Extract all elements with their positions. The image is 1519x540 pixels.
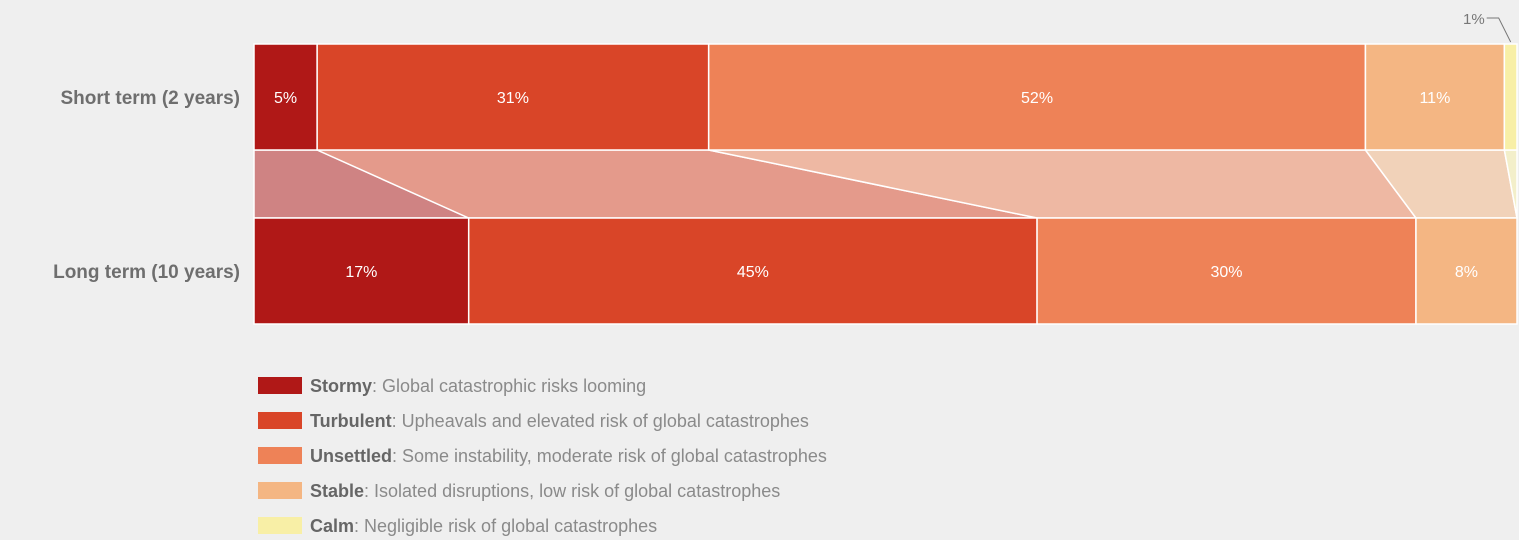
- legend-text-stormy: Stormy: Global catastrophic risks loomin…: [310, 376, 646, 396]
- value-label-unsettled-long-term: 30%: [1210, 264, 1242, 281]
- segment-labels: 5% 31% 52% 11% 17% 45% 30% 8%: [274, 90, 1478, 281]
- bar-connectors: [253, 149, 1518, 219]
- legend-description-calm: : Negligible risk of global catastrophes: [354, 516, 657, 536]
- bar-calm-short-term: [1503, 43, 1518, 151]
- legend-swatch-calm: [258, 517, 302, 534]
- legend-description-stable: : Isolated disruptions, low risk of glob…: [364, 481, 780, 501]
- category-label-long-term: Long term (10 years): [53, 262, 240, 283]
- legend-swatch-stormy: [258, 377, 302, 394]
- value-label-stable-long-term: 8%: [1455, 264, 1478, 281]
- small-value-callout: 1%: [1463, 11, 1512, 43]
- legend-text-calm: Calm: Negligible risk of global catastro…: [310, 516, 657, 536]
- bar-turbulent-short-term: [316, 43, 710, 151]
- bar-stormy-long-term: [253, 217, 470, 325]
- legend-item-turbulent: Turbulent: Upheavals and elevated risk o…: [258, 411, 809, 431]
- value-label-unsettled-short-term: 52%: [1021, 90, 1053, 107]
- legend-description-stormy: : Global catastrophic risks looming: [372, 376, 646, 396]
- callout-leader-line: [1486, 17, 1512, 43]
- legend-name-unsettled: Unsettled: [310, 446, 392, 466]
- bar-stable-short-term: [1364, 43, 1506, 151]
- legend-swatch-unsettled: [258, 447, 302, 464]
- legend-swatch-stable: [258, 482, 302, 499]
- legend-name-stable: Stable: [310, 481, 364, 501]
- bar-segments: [253, 43, 1518, 325]
- category-label-short-term: Short term (2 years): [60, 88, 240, 109]
- legend-name-calm: Calm: [310, 516, 354, 536]
- bar-unsettled-short-term: [707, 43, 1367, 151]
- category-labels: Short term (2 years) Long term (10 years): [53, 88, 240, 283]
- legend-name-stormy: Stormy: [310, 376, 372, 396]
- callout-value-label: 1%: [1463, 11, 1485, 28]
- legend-text-stable: Stable: Isolated disruptions, low risk o…: [310, 481, 780, 501]
- value-label-stable-short-term: 11%: [1419, 90, 1450, 107]
- value-label-turbulent-long-term: 45%: [737, 264, 769, 281]
- legend-name-turbulent: Turbulent: [310, 411, 392, 431]
- value-label-stormy-short-term: 5%: [274, 90, 297, 107]
- legend-text-turbulent: Turbulent: Upheavals and elevated risk o…: [310, 411, 809, 431]
- bar-turbulent-long-term: [467, 217, 1038, 325]
- legend-description-unsettled: : Some instability, moderate risk of glo…: [392, 446, 827, 466]
- bar-stormy-short-term: [253, 43, 318, 151]
- value-label-turbulent-short-term: 31%: [497, 90, 529, 107]
- legend-item-unsettled: Unsettled: Some instability, moderate ri…: [258, 446, 827, 466]
- legend-item-calm: Calm: Negligible risk of global catastro…: [258, 516, 657, 536]
- value-label-stormy-long-term: 17%: [345, 264, 377, 281]
- legend-swatch-turbulent: [258, 412, 302, 429]
- legend-text-unsettled: Unsettled: Some instability, moderate ri…: [310, 446, 827, 466]
- legend-item-stable: Stable: Isolated disruptions, low risk o…: [258, 481, 780, 501]
- bar-stable-long-term: [1415, 217, 1518, 325]
- legend: Stormy: Global catastrophic risks loomin…: [258, 376, 827, 536]
- bar-unsettled-long-term: [1036, 217, 1417, 325]
- legend-item-stormy: Stormy: Global catastrophic risks loomin…: [258, 376, 646, 396]
- legend-description-turbulent: : Upheavals and elevated risk of global …: [392, 411, 809, 431]
